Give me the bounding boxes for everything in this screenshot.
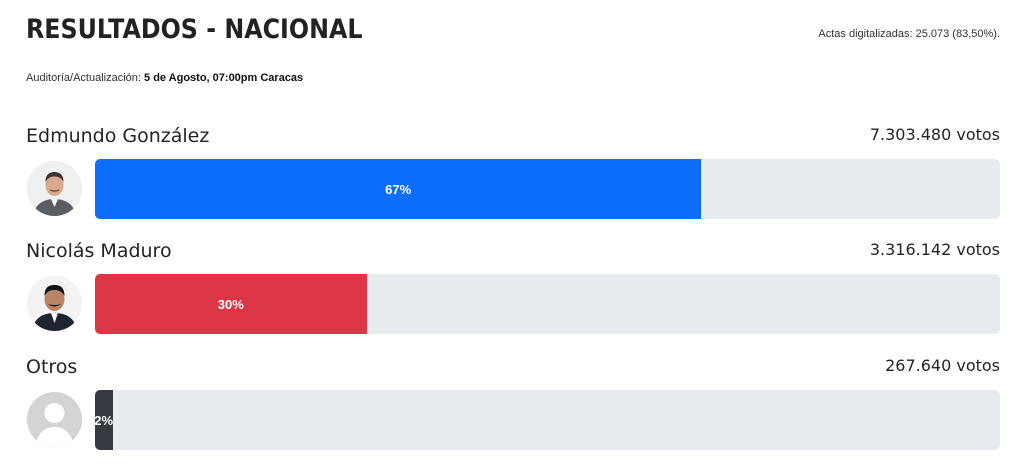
- candidate-name: Otros: [26, 356, 78, 378]
- candidate-row: Edmundo González 7.303.480 votos 67%: [0, 125, 1024, 235]
- candidate-votes: 267.640 votos: [885, 356, 1000, 375]
- candidate-name: Nicolás Maduro: [26, 240, 172, 262]
- candidate-photo: [27, 392, 82, 447]
- person-photo-icon: [27, 276, 82, 331]
- candidate-row: Otros 267.640 votos 2%: [0, 356, 1024, 466]
- candidate-photo: [27, 161, 82, 216]
- result-bar-fill: 30%: [95, 274, 367, 334]
- result-bar-track: 2%: [95, 390, 1000, 450]
- candidate-photo: [27, 276, 82, 331]
- result-percent: 67%: [385, 181, 412, 197]
- result-bar-fill: 67%: [95, 159, 702, 219]
- update-label: Auditoría/Actualización:: [26, 72, 141, 84]
- actas-digitalizadas: Actas digitalizadas: 25.073 (83,50%).: [818, 28, 1000, 40]
- candidate-row: Nicolás Maduro 3.316.142 votos 30%: [0, 240, 1024, 350]
- update-value: 5 de Agosto, 07:00pm Caracas: [144, 72, 304, 84]
- update-info: Auditoría/Actualización: 5 de Agosto, 07…: [26, 72, 303, 84]
- candidate-votes: 3.316.142 votos: [869, 240, 1000, 259]
- candidate-name: Edmundo González: [26, 125, 210, 147]
- user-placeholder-icon: [27, 392, 82, 447]
- candidate-votes: 7.303.480 votos: [869, 125, 1000, 144]
- result-percent: 2%: [95, 412, 114, 428]
- result-percent: 30%: [217, 296, 244, 312]
- result-bar-fill: 2%: [95, 390, 114, 450]
- person-photo-icon: [27, 161, 82, 216]
- result-bar-track: 67%: [95, 159, 1000, 219]
- page-title: RESULTADOS - NACIONAL: [26, 14, 363, 45]
- result-bar-track: 30%: [95, 274, 1000, 334]
